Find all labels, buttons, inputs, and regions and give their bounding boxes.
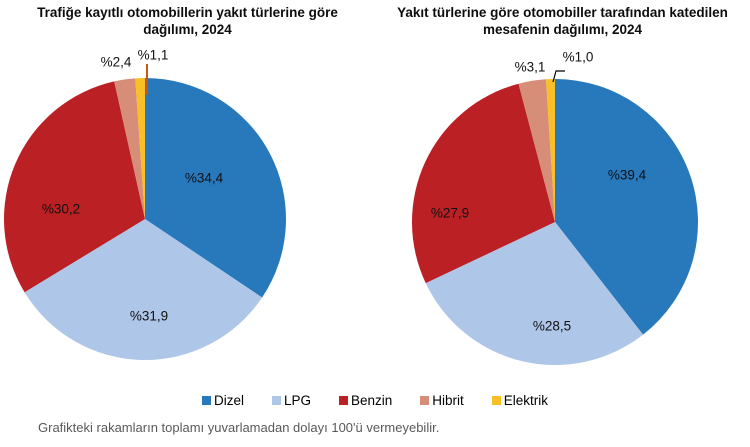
legend-label-benzin: Benzin xyxy=(350,392,393,408)
legend-swatch-hibrit xyxy=(420,395,430,405)
pie-slice-hibrit xyxy=(114,78,145,219)
slice-label-dizel: %34,4 xyxy=(184,170,224,186)
legend-label-hibrit: Hibrit xyxy=(432,392,464,408)
legend-item-lpg: LPG xyxy=(271,392,311,408)
legend: Dizel LPG Benzin Hibrit Elektrik xyxy=(0,388,750,412)
chart-title-distance-traveled: Yakıt türlerine göre otomobiller tarafın… xyxy=(375,4,750,38)
pie-slice-elektrik xyxy=(546,78,555,222)
pie-slice-hibrit xyxy=(518,79,555,222)
leader-line-elektrik xyxy=(146,64,148,95)
legend-swatch-dizel xyxy=(201,395,211,405)
legend-swatch-benzin xyxy=(338,395,348,405)
pie-slice-lpg xyxy=(425,222,644,366)
legend-label-lpg: LPG xyxy=(283,392,311,408)
slice-label-lpg: %31,9 xyxy=(129,308,169,324)
slice-label-elektrik: %1,0 xyxy=(562,49,594,65)
legend-swatch-lpg xyxy=(271,395,281,405)
legend-item-hibrit: Hibrit xyxy=(420,393,464,408)
rounding-footnote: Grafikteki rakamların toplamı yuvarlamad… xyxy=(38,420,440,435)
slice-label-elektrik: %1,1 xyxy=(137,47,169,63)
pie-slice-dizel xyxy=(145,78,286,298)
legend-swatch-elektrik xyxy=(491,395,501,405)
legend-item-benzin: Benzin xyxy=(338,392,393,408)
slice-label-hibrit: %3,1 xyxy=(514,59,546,75)
legend-item-dizel: Dizel xyxy=(201,392,244,408)
chart-panel-registered-cars: Trafiğe kayıtlı otomobillerin yakıt türl… xyxy=(0,0,375,388)
pie-slice-benzin xyxy=(4,81,145,293)
pie-chart-registered-cars xyxy=(4,78,286,360)
chart-title-line2: dağılımı, 2024 xyxy=(143,22,232,37)
slice-label-benzin: %30,2 xyxy=(41,201,81,217)
slice-label-benzin: %27,9 xyxy=(430,205,470,221)
pie-slice-lpg xyxy=(24,219,263,360)
leader-line-elektrik xyxy=(552,70,565,83)
chart-title-line1: Trafiğe kayıtlı otomobillerin yakıt türl… xyxy=(37,5,338,20)
slice-label-hibrit: %2,4 xyxy=(100,54,132,70)
chart-title-registered-cars: Trafiğe kayıtlı otomobillerin yakıt türl… xyxy=(0,4,375,38)
slice-label-dizel: %39,4 xyxy=(607,167,647,183)
pie-slice-benzin xyxy=(411,83,555,284)
pie-chart-distance-traveled xyxy=(411,78,699,366)
legend-label-elektrik: Elektrik xyxy=(503,392,549,408)
legend-item-elektrik: Elektrik xyxy=(491,392,549,408)
chart-panel-distance-traveled: Yakıt türlerine göre otomobiller tarafın… xyxy=(375,0,750,388)
chart-title-line2: mesafenin dağılımı, 2024 xyxy=(482,22,643,37)
chart-title-line1: Yakıt türlerine göre otomobiller tarafın… xyxy=(397,5,728,20)
slice-label-lpg: %28,5 xyxy=(532,318,572,334)
pie-slice-dizel xyxy=(555,79,699,335)
legend-label-dizel: Dizel xyxy=(213,392,244,408)
pie-slice-elektrik xyxy=(135,78,145,219)
